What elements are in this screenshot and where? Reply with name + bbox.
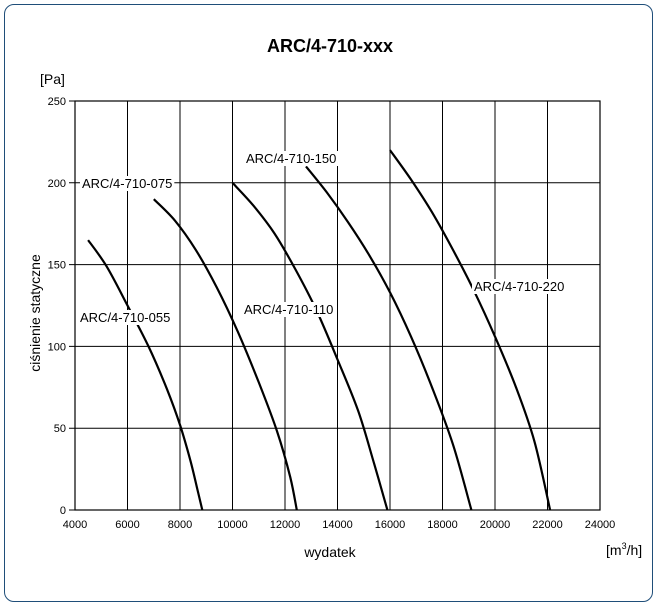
plot-area	[74, 100, 601, 511]
x-unit-sup: 3	[622, 541, 627, 551]
series-label-background	[472, 279, 567, 294]
x-tick-label: 18000	[427, 519, 458, 531]
x-axis-label: wydatek	[303, 544, 356, 560]
x-unit-base: [m	[606, 542, 622, 558]
series-label-background	[78, 310, 173, 325]
y-tick-label: 250	[48, 96, 66, 108]
y-tick-label: 150	[48, 260, 66, 272]
series-label: ARC/4-710-220	[474, 279, 564, 294]
y-tick-label: 0	[60, 505, 66, 517]
x-tick-label: 10000	[217, 519, 248, 531]
chart-title: ARC/4-710-xxx	[267, 36, 393, 56]
x-tick-label: 4000	[63, 519, 87, 531]
tick-labels: 4000 6000 8000 10000 12000 14000 16000 18000 200…	[48, 96, 616, 531]
series-curve	[305, 165, 473, 511]
x-tick-label: 14000	[322, 519, 353, 531]
series-label: ARC/4-710-110	[244, 302, 333, 317]
series-label-background	[242, 302, 336, 317]
y-unit-label: [Pa]	[40, 71, 65, 87]
series-label: ARC/4-710-150	[246, 151, 336, 166]
x-tick-label: 8000	[168, 519, 192, 531]
series-curve	[153, 198, 298, 511]
curves	[87, 149, 552, 511]
x-tick-label: 16000	[375, 519, 406, 531]
series-label-background	[244, 151, 339, 166]
series-label-background	[80, 176, 175, 191]
y-tick-label: 200	[48, 178, 66, 190]
x-tick-label: 6000	[115, 519, 139, 531]
y-tick-label: 100	[48, 341, 66, 353]
x-tick-label: 22000	[532, 519, 563, 531]
y-tick-label: 50	[54, 423, 66, 435]
series-labels: ARC/4-710-055 ARC/4-710-075 ARC/4-710-110 A…	[78, 151, 567, 325]
x-unit-tail: /h]	[627, 542, 643, 558]
series-curve	[389, 149, 552, 511]
y-axis-label: ciśnienie statyczne	[27, 254, 43, 372]
x-tick-label: 12000	[270, 519, 301, 531]
x-unit-label: [m3/h]	[606, 541, 642, 558]
series-curve	[87, 239, 204, 511]
x-tick-label: 24000	[585, 519, 616, 531]
series-label: ARC/4-710-075	[82, 176, 172, 191]
series-label: ARC/4-710-055	[80, 310, 170, 325]
x-tick-label: 20000	[480, 519, 511, 531]
